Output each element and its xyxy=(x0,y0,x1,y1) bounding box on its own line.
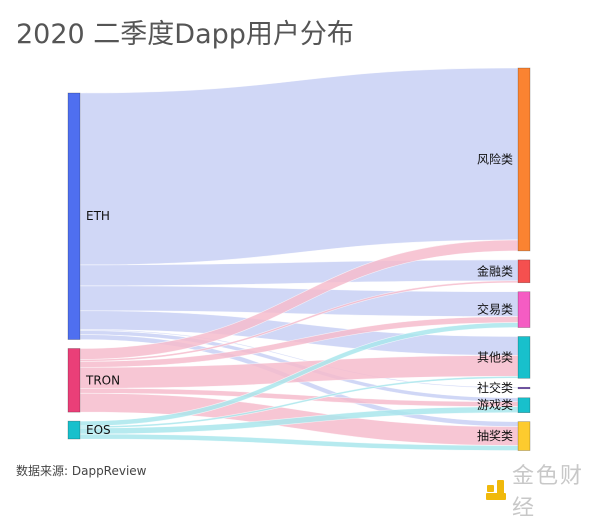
sankey-label-source-0: ETH xyxy=(86,209,110,223)
sankey-label-target-2: 交易类 xyxy=(477,302,513,317)
sankey-label-source-2: EOS xyxy=(86,423,111,437)
sankey-label-target-4: 社交类 xyxy=(477,380,513,395)
sankey-node-source-2 xyxy=(67,420,81,440)
sankey-link xyxy=(79,375,519,429)
watermark-logo: 金色财经 xyxy=(484,458,600,522)
sankey-node-source-1 xyxy=(67,348,81,413)
sankey-nodes xyxy=(67,67,531,451)
sankey-link xyxy=(79,67,519,266)
jinse-logo-icon xyxy=(484,478,506,502)
sankey-node-target-2 xyxy=(517,291,531,328)
chart-title: 2020 二季度Dapp用户分布 xyxy=(16,19,354,50)
sankey-label-source-1: TRON xyxy=(85,373,120,387)
sankey-node-source-0 xyxy=(67,92,81,340)
sankey-node-target-6 xyxy=(517,421,531,451)
sankey-label-target-6: 抽奖类 xyxy=(477,429,513,443)
sankey-links xyxy=(79,67,519,451)
sankey-node-target-5 xyxy=(517,397,531,413)
sankey-label-target-5: 游戏类 xyxy=(477,398,513,412)
sankey-label-target-0: 风险类 xyxy=(477,151,513,166)
sankey-node-target-0 xyxy=(517,67,531,252)
sankey-label-target-1: 金融类 xyxy=(477,263,513,278)
sankey-link xyxy=(79,406,519,435)
sankey-node-target-4 xyxy=(517,386,531,390)
sankey-node-target-3 xyxy=(517,336,531,379)
sankey-link xyxy=(79,239,519,360)
sankey-label-target-3: 其他类 xyxy=(477,350,513,364)
data-source-note: 数据来源: DappReview xyxy=(16,464,147,478)
watermark-text: 金色财经 xyxy=(512,464,585,521)
sankey-node-target-1 xyxy=(517,259,531,284)
